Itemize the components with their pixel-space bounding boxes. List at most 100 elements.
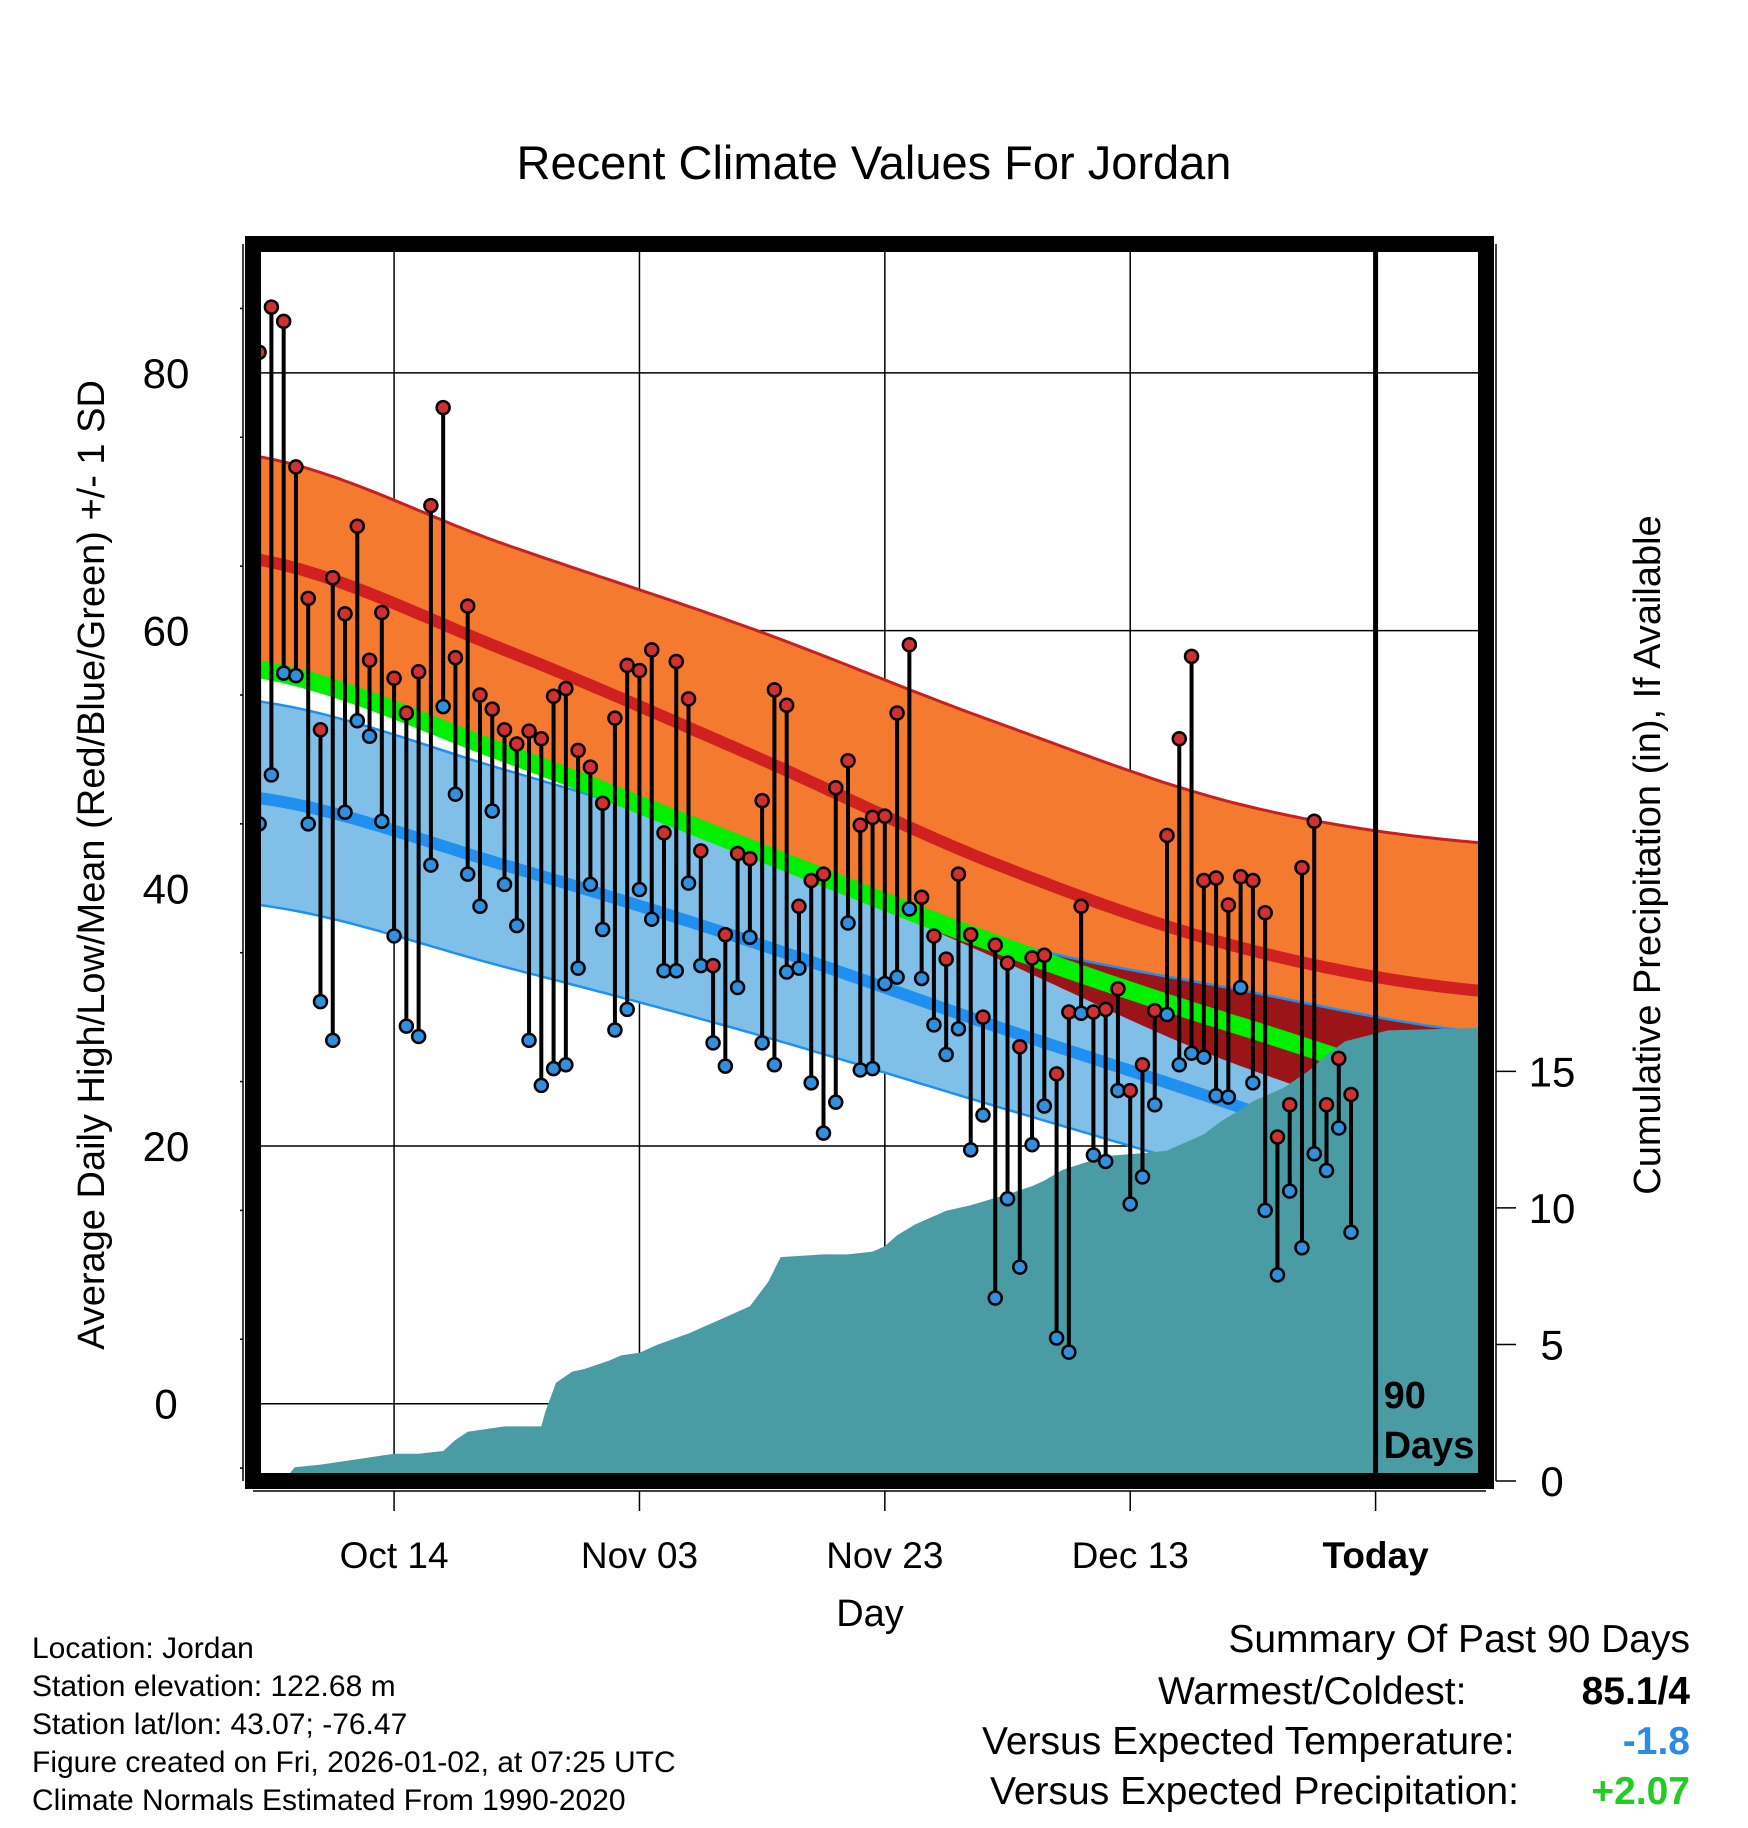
low-dot: [1073, 1005, 1089, 1022]
high-dot: [803, 872, 819, 889]
high-dot: [766, 682, 783, 698]
high-dot: [1318, 1096, 1335, 1113]
low-dot: [975, 1107, 991, 1123]
high-dot: [288, 459, 304, 475]
high-dot: [275, 313, 292, 330]
y2-tick-label: 0: [1540, 1458, 1563, 1505]
low-dot: [1257, 1202, 1273, 1219]
high-dot: [864, 809, 881, 826]
precip-area: [283, 1027, 1486, 1481]
x-axis-title: Day: [836, 1593, 904, 1635]
high-dot: [828, 780, 844, 796]
chart-title: Recent Climate Values For Jordan: [516, 136, 1232, 189]
high-dot: [496, 722, 513, 738]
normals-note: Climate Normals Estimated From 1990-2020: [32, 1784, 626, 1817]
low-dot: [791, 960, 807, 976]
low-dot: [668, 962, 685, 979]
low-dot: [950, 1020, 967, 1037]
low-dot: [815, 1125, 832, 1141]
high-dot: [668, 653, 685, 670]
today-label: 90: [1384, 1375, 1426, 1417]
high-dot: [558, 680, 574, 697]
summary-heading: Summary Of Past 90 Days: [1228, 1618, 1690, 1661]
low-dot: [337, 804, 353, 820]
low-dot: [1146, 1096, 1163, 1113]
y-tick-label: 60: [143, 608, 190, 655]
high-dot: [324, 569, 341, 586]
high-dot: [423, 497, 439, 514]
high-dot: [300, 590, 316, 607]
low-dot: [705, 1035, 721, 1051]
high-dot: [1036, 947, 1053, 964]
high-dot: [1024, 950, 1040, 966]
low-dot: [533, 1077, 550, 1094]
precip-delta-value: +2.07: [1591, 1770, 1690, 1813]
high-dot: [962, 926, 979, 943]
low-dot: [828, 1094, 844, 1110]
high-dot: [582, 759, 599, 775]
low-dot: [680, 875, 697, 891]
low-dot: [619, 1001, 635, 1018]
high-dot: [410, 664, 427, 680]
low-dot: [472, 898, 488, 915]
low-dot: [643, 911, 660, 927]
low-dot: [447, 786, 464, 802]
high-dot: [1220, 897, 1237, 913]
high-dot: [1269, 1129, 1286, 1145]
low-dot: [459, 866, 476, 882]
low-dot: [717, 1058, 734, 1074]
high-dot: [680, 691, 697, 707]
high-dot: [693, 843, 709, 859]
high-dot: [545, 688, 562, 705]
high-dot: [631, 662, 648, 679]
low-dot: [1061, 1344, 1077, 1360]
low-dot: [1208, 1087, 1224, 1104]
high-dot: [472, 687, 488, 703]
low-dot: [1331, 1120, 1347, 1136]
low-dot: [349, 713, 366, 729]
high-dot: [398, 705, 415, 721]
low-dot: [852, 1062, 869, 1078]
low-dot: [288, 667, 304, 684]
high-dot: [374, 604, 390, 621]
high-dot: [1159, 827, 1175, 844]
high-dot: [1048, 1066, 1065, 1082]
daily-dots: [251, 299, 1359, 1360]
low-dot: [877, 975, 893, 992]
low-dot: [1220, 1089, 1237, 1105]
high-plus-sd-line: [258, 455, 1486, 845]
low-dot: [594, 921, 611, 938]
high-dot: [877, 808, 893, 824]
y-tick-label: 20: [143, 1123, 190, 1170]
high-dot: [742, 850, 758, 867]
high-dot: [459, 598, 476, 614]
high-dot: [889, 705, 905, 721]
high-dot: [1257, 905, 1273, 921]
high-dot: [705, 957, 721, 974]
low-dot: [570, 960, 586, 976]
low-dot: [1318, 1162, 1335, 1179]
y-tick-label: 40: [143, 865, 190, 912]
high-dot: [1208, 870, 1224, 886]
y2-axis-title: Cumulative Precipitation (in), If Availa…: [1627, 515, 1669, 1194]
location-text: Location: Jordan: [32, 1632, 254, 1665]
x-tick-label: Today: [1322, 1535, 1429, 1576]
high-dot: [1122, 1082, 1138, 1099]
high-dot: [263, 299, 280, 315]
low-dot: [423, 857, 439, 873]
high-dot: [1306, 813, 1322, 830]
x-tick-label: Nov 03: [581, 1535, 698, 1576]
low-dot: [1085, 1147, 1102, 1163]
created-text: Figure created on Fri, 2026-01-02, at 07…: [32, 1746, 676, 1779]
high-dot: [312, 722, 329, 738]
high-dot: [607, 710, 623, 726]
low-dot: [300, 816, 316, 832]
high-dot: [815, 866, 832, 882]
low-dot: [1281, 1183, 1298, 1199]
low-dot: [1036, 1098, 1053, 1114]
high-dot: [1331, 1050, 1347, 1067]
x-tick-label: Oct 14: [340, 1535, 449, 1576]
high-dot: [754, 792, 770, 809]
high-dot: [950, 866, 967, 882]
low-dot: [1012, 1259, 1028, 1275]
